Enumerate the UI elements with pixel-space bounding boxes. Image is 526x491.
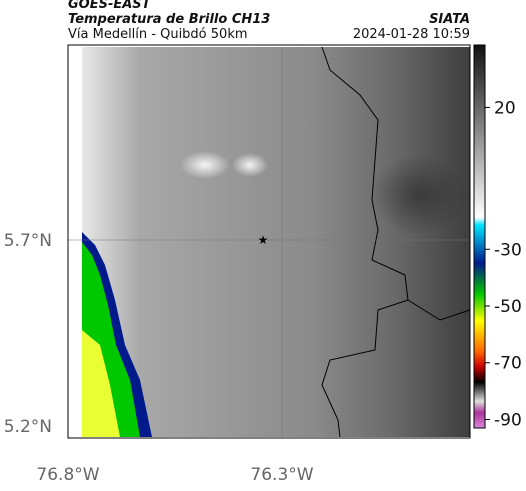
lon-label: 76.8°W	[36, 465, 99, 485]
source: SIATA	[429, 12, 470, 27]
cloud	[232, 153, 268, 177]
colorbar-tick-label: -90	[494, 410, 522, 430]
lon-label: 76.3°W	[250, 465, 313, 485]
boundary	[407, 299, 471, 321]
title: GOES-EAST	[68, 0, 151, 12]
colorbar-tick-label: -30	[494, 240, 522, 260]
boundary	[321, 46, 409, 438]
dark-region	[370, 155, 470, 235]
colorbar-tick-label: -50	[494, 297, 522, 317]
lat-label: 5.2°N	[4, 417, 52, 437]
map-image	[82, 47, 470, 437]
lat-label: 5.7°N	[4, 231, 52, 251]
datetime: 2024-01-28 10:59	[352, 27, 470, 42]
location: Vía Medellín - Quibdó 50km	[68, 27, 248, 42]
colorbar-tick-label: -70	[494, 354, 522, 374]
map-frame	[67, 44, 471, 439]
colorbar	[473, 44, 486, 429]
subtitle: Temperatura de Brillo CH13	[68, 12, 271, 27]
city-marker: ★	[258, 233, 269, 247]
colorbar-tick-label: 20	[494, 98, 516, 118]
cold-cloud	[82, 330, 120, 437]
cloud	[180, 151, 230, 179]
